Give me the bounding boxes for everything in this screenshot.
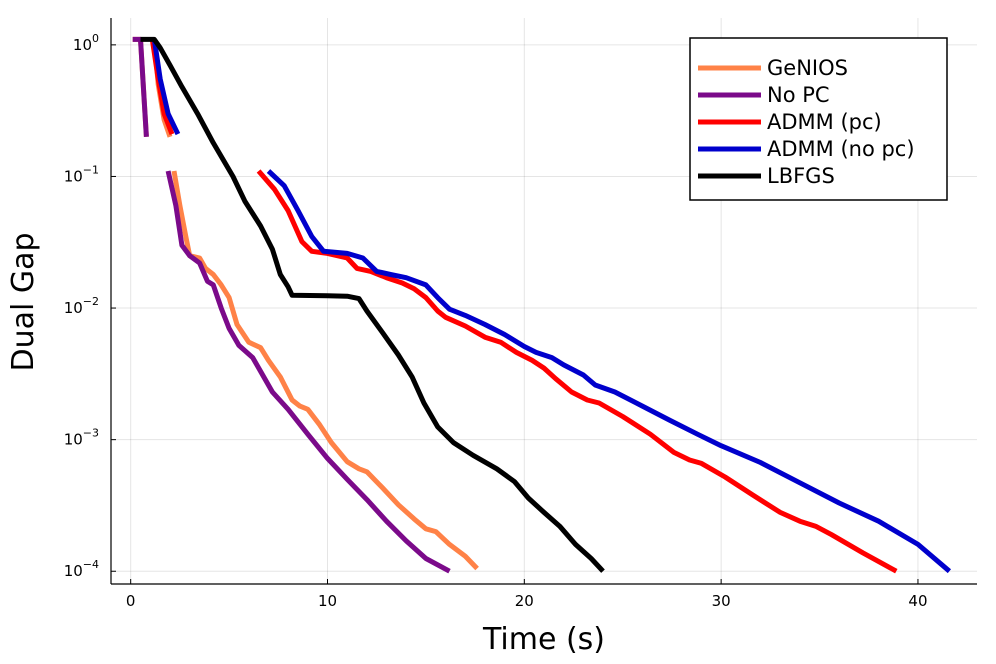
legend-label-no-pc: No PC (767, 83, 830, 107)
legend: GeNIOS No PC ADMM (pc) ADMM (no pc) LBFGS (689, 37, 948, 201)
x-tick-label: 40 (908, 592, 927, 610)
y-tick-base: 10 (73, 36, 92, 54)
series-admm-no-pc-line-2 (266, 169, 952, 574)
x-tick-label: 0 (126, 592, 136, 610)
legend-label-admm-pc: ADMM (pc) (767, 110, 882, 134)
legend-label-lbfgs: LBFGS (767, 164, 835, 188)
y-tick-exponent: 0 (92, 32, 99, 45)
y-tick-base: 10 (64, 299, 83, 317)
series-admm-no-pc-line-1 (151, 39, 181, 136)
y-tick-base: 10 (64, 167, 83, 185)
y-tick-exponent: −4 (83, 558, 99, 571)
x-tick-labels: 0 10 20 30 40 (126, 592, 928, 610)
x-tick-label: 30 (712, 592, 731, 610)
y-tick-label: 10−1 (64, 163, 99, 185)
legend-label-admm-no-pc: ADMM (no pc) (767, 137, 915, 161)
series-lbfgs-line-1 (140, 36, 605, 573)
x-axis-title: Time (s) (482, 622, 605, 657)
legend-box (689, 37, 948, 201)
legend-label-genios: GeNIOS (767, 56, 848, 80)
series-lines (132, 36, 952, 574)
y-tick-label: 10−4 (64, 558, 99, 580)
x-tick-label: 10 (318, 592, 337, 610)
series-admm-pc-line-2 (256, 169, 898, 574)
y-tick-base: 10 (64, 562, 83, 580)
y-tick-label: 100 (73, 32, 99, 54)
y-tick-exponent: −1 (83, 163, 99, 176)
y-tick-exponent: −2 (83, 295, 99, 308)
series-no-pc-line-2 (165, 170, 451, 574)
y-tick-base: 10 (64, 431, 83, 449)
axes (110, 18, 977, 585)
y-axis-title: Dual Gap (6, 232, 41, 371)
y-tick-label: 10−3 (64, 427, 99, 449)
y-tick-exponent: −3 (83, 427, 99, 440)
y-tick-label: 10−2 (64, 295, 99, 317)
series-genios-line-3 (171, 170, 479, 571)
x-tick-label: 20 (515, 592, 534, 610)
